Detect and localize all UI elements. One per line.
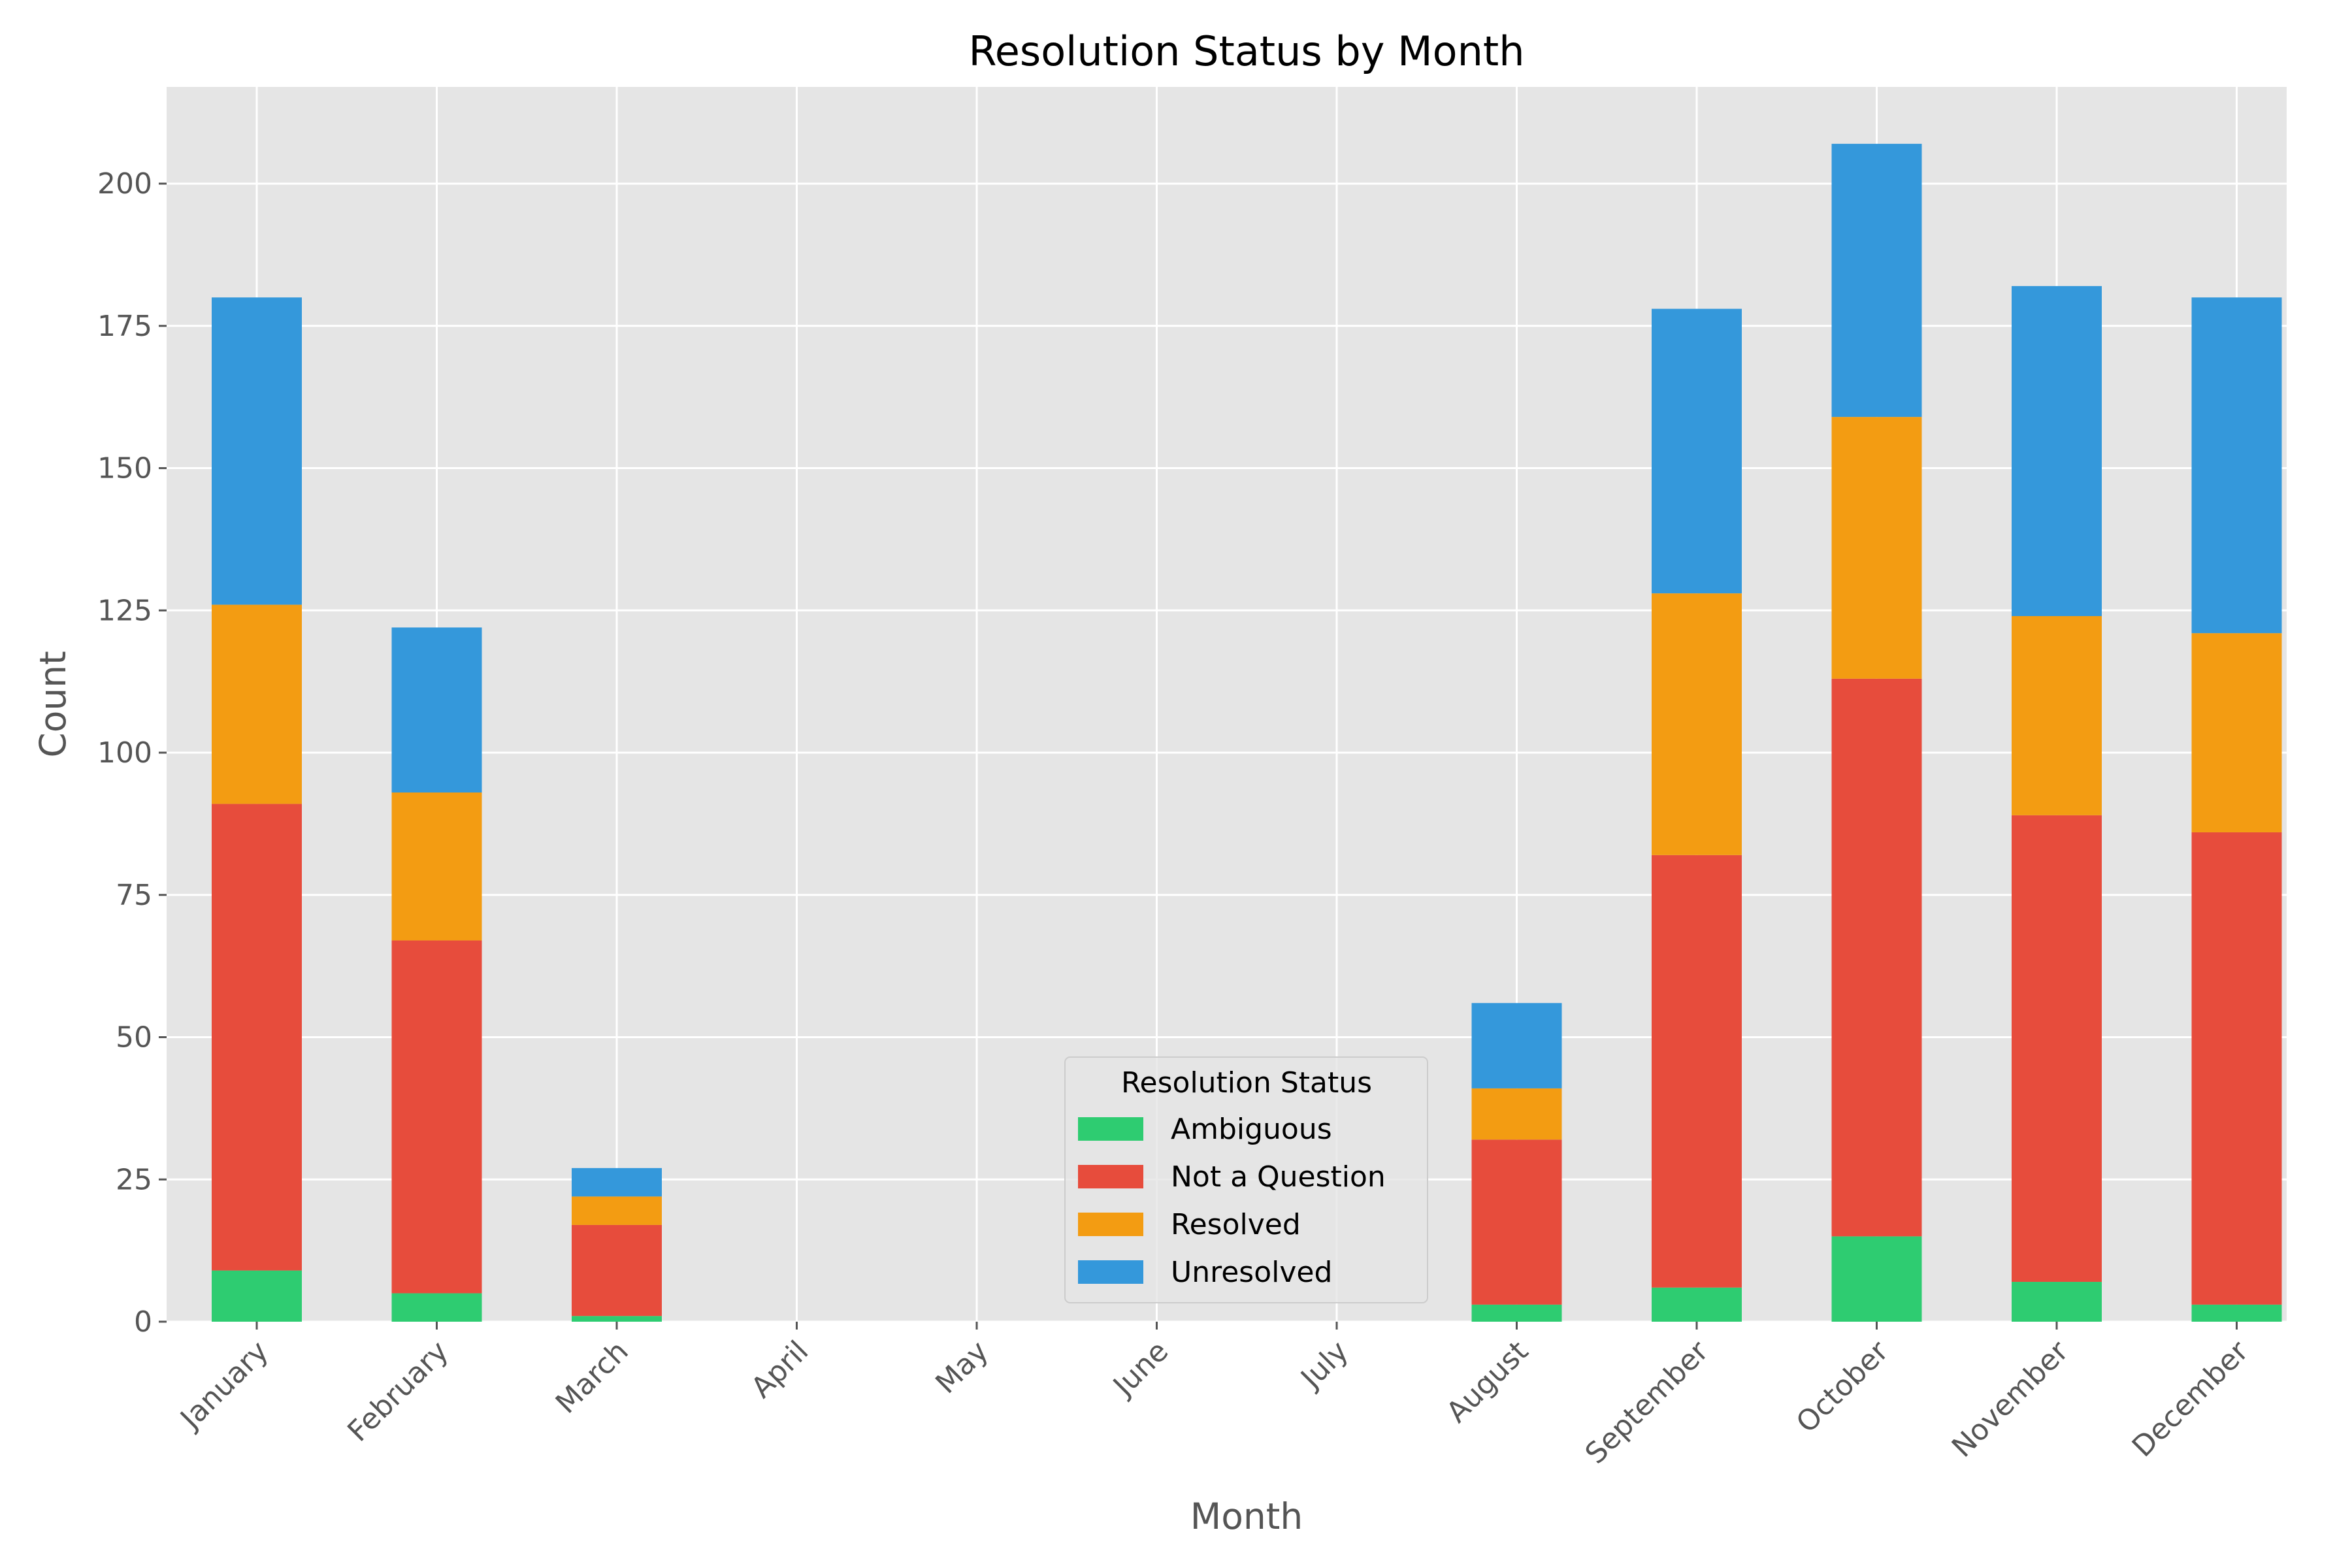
legend-label: Unresolved [1171,1256,1332,1289]
y-tick-label: 175 [97,310,152,343]
legend-title: Resolution Status [1121,1066,1372,1100]
legend-label: Not a Question [1171,1160,1386,1194]
y-axis-ticks: 0 25 50 75 100 125 150 175 200 [97,167,167,1339]
x-axis-label: Month [1190,1495,1303,1537]
bar-segment-ambiguous-march [572,1316,662,1322]
bar-segment-unresolved-november [2012,286,2102,616]
legend-swatch [1078,1165,1143,1188]
bar-segment-ambiguous-february [391,1293,482,1322]
bar-segment-ambiguous-october [1831,1236,1922,1322]
y-tick-label: 125 [97,594,152,627]
bar-segment-unresolved-august [1471,1003,1562,1088]
bar-segment-resolved-march [572,1196,662,1225]
y-tick-label: 100 [97,736,152,770]
y-tick-label: 25 [116,1163,152,1196]
bar-segment-unresolved-march [572,1168,662,1197]
bar-segment-not-a-question-october [1831,678,1922,1237]
y-tick-label: 200 [97,167,152,201]
bar-segment-ambiguous-september [1652,1287,1742,1322]
bar-segment-ambiguous-december [2191,1304,2282,1322]
bar-segment-unresolved-october [1831,144,1922,417]
legend-swatch [1078,1213,1143,1236]
bar-segment-resolved-february [391,792,482,941]
chart-title: Resolution Status by Month [968,27,1524,75]
legend-entries: Ambiguous Not a Question Resolved Unresolve… [1078,1113,1386,1289]
bars [212,144,2282,1322]
y-tick-label: 75 [116,879,152,912]
bar-segment-not-a-question-august [1471,1139,1562,1305]
bar-segment-resolved-august [1471,1088,1562,1140]
bar-segment-resolved-december [2191,633,2282,832]
bar-segment-not-a-question-march [572,1224,662,1316]
legend-swatch [1078,1260,1143,1284]
bar-segment-unresolved-december [2191,297,2282,634]
bar-segment-not-a-question-november [2012,815,2102,1282]
legend: Resolution Status Ambiguous Not a Questio… [1064,1056,1428,1303]
bar-segment-resolved-november [2012,616,2102,815]
bar-segment-resolved-january [212,604,302,804]
legend-swatch [1078,1117,1143,1141]
bar-segment-resolved-september [1652,593,1742,855]
bar-segment-not-a-question-january [212,804,302,1271]
y-tick-label: 0 [134,1305,152,1339]
bar-segment-not-a-question-september [1652,855,1742,1288]
legend-box [1064,1056,1428,1303]
bar-segment-ambiguous-january [212,1270,302,1322]
bar-segment-ambiguous-august [1471,1304,1562,1322]
y-tick-label: 150 [97,452,152,485]
bar-segment-not-a-question-february [391,940,482,1294]
y-tick-label: 50 [116,1021,152,1054]
bar-segment-not-a-question-december [2191,832,2282,1305]
y-axis-label: Count [32,651,74,757]
legend-label: Ambiguous [1171,1113,1332,1146]
bar-segment-unresolved-january [212,297,302,605]
bar-segment-ambiguous-november [2012,1282,2102,1322]
bar-segment-unresolved-september [1652,308,1742,594]
bar-segment-unresolved-february [391,627,482,792]
bar-segment-resolved-october [1831,417,1922,679]
legend-label: Resolved [1171,1208,1301,1241]
